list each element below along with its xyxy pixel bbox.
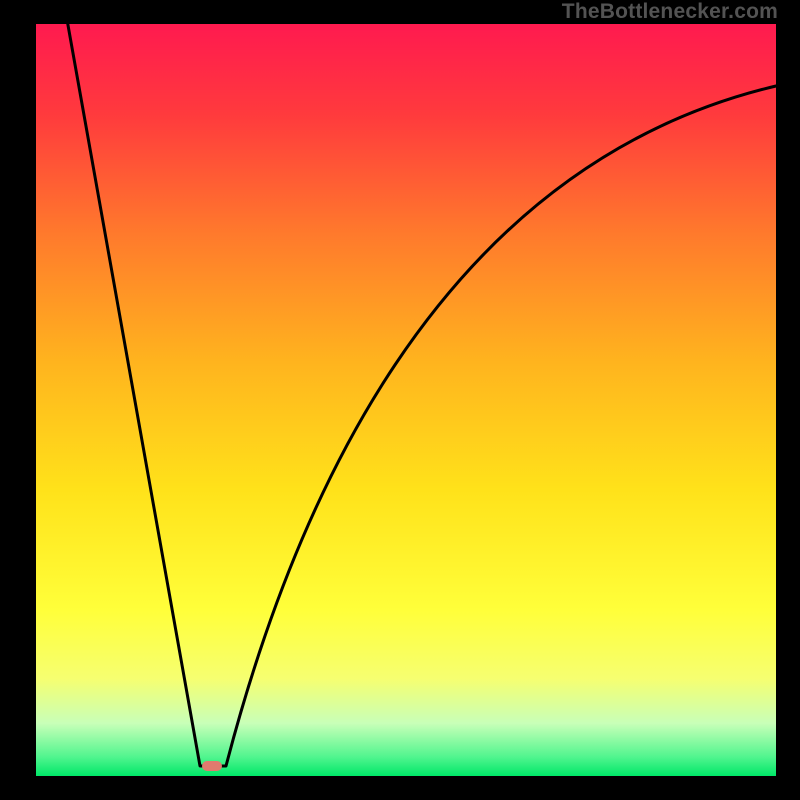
watermark-text: TheBottlenecker.com	[562, 0, 778, 24]
curve-overlay	[0, 0, 800, 800]
bottleneck-curve	[66, 14, 776, 766]
chart-container: TheBottlenecker.com	[0, 0, 800, 800]
optimal-marker	[202, 761, 222, 771]
